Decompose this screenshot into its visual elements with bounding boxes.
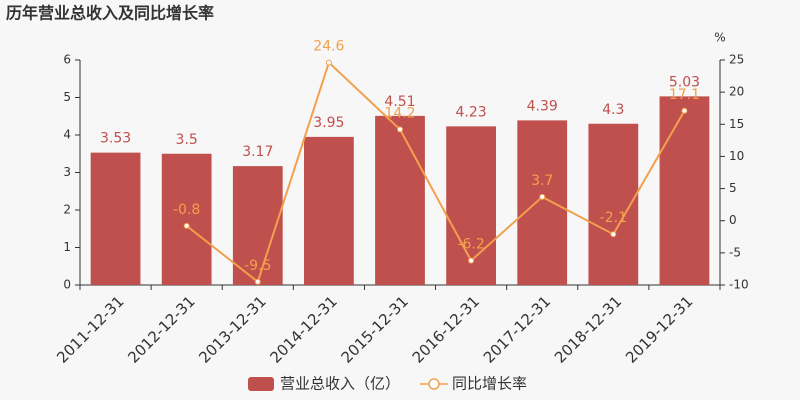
y2-tick-label: 15 (729, 117, 744, 131)
bar (659, 96, 710, 285)
line-point (254, 278, 261, 285)
y-tick-label: 0 (63, 278, 71, 292)
y2-tick-label: 25 (729, 53, 744, 67)
line-value-label: 17.1 (669, 87, 700, 103)
bar-value-label: 4.23 (456, 104, 487, 120)
bar (232, 166, 283, 285)
line-value-label: -2.1 (600, 210, 627, 226)
line-point (397, 126, 403, 133)
line (186, 60, 686, 284)
line-point (325, 59, 332, 66)
y2-tick-label: -5 (729, 245, 741, 259)
y-tick-label: 1 (63, 240, 71, 254)
line-value-label: 3.7 (531, 173, 553, 189)
y-tick-label: 2 (63, 203, 71, 217)
legend-swatch (248, 377, 274, 391)
line-value-label: -0.8 (173, 202, 200, 218)
bar (517, 120, 568, 285)
bar (304, 136, 354, 285)
bar-value-label: 3.17 (242, 144, 273, 160)
bar-value-label: 4.51 (384, 94, 415, 110)
legend-label: 营业总收入（亿） (280, 375, 400, 393)
line-value-label: 14.2 (384, 105, 415, 121)
y-tick-label: 6 (63, 53, 71, 67)
bar-value-label: 5.03 (669, 74, 700, 90)
bar (161, 153, 212, 285)
line-point (610, 231, 617, 238)
y-tick-label: 5 (63, 90, 71, 104)
line-point (681, 107, 688, 114)
bar-value-label: 3.5 (176, 132, 198, 148)
y2-tick-label: 5 (729, 181, 737, 195)
line-point (468, 257, 475, 264)
y2-tick-label: 20 (729, 85, 744, 99)
bar-value-label: 4.3 (602, 102, 624, 118)
line-value-label: -6.2 (457, 237, 484, 253)
bar-value-label: 3.95 (313, 115, 344, 131)
line-point (539, 193, 546, 200)
y2-tick-label: 0 (729, 213, 737, 227)
y2-axis-unit: % (714, 31, 725, 45)
bar-value-label: 4.39 (527, 98, 558, 114)
y2-tick-label: -10 (729, 278, 749, 292)
legend-label: 同比增长率 (452, 375, 527, 393)
line-value-label: 24.6 (313, 39, 344, 55)
chart-title: 历年营业总收入及同比增长率 (6, 4, 214, 23)
bar (90, 152, 141, 285)
line-point (183, 222, 190, 229)
legend-swatch (428, 378, 440, 390)
bar-value-label: 3.53 (100, 131, 131, 147)
line-value-label: -9.5 (244, 258, 271, 274)
bar (375, 115, 425, 285)
y-tick-label: 4 (63, 128, 71, 142)
y2-tick-label: 10 (729, 149, 744, 163)
y-tick-label: 3 (63, 165, 71, 179)
